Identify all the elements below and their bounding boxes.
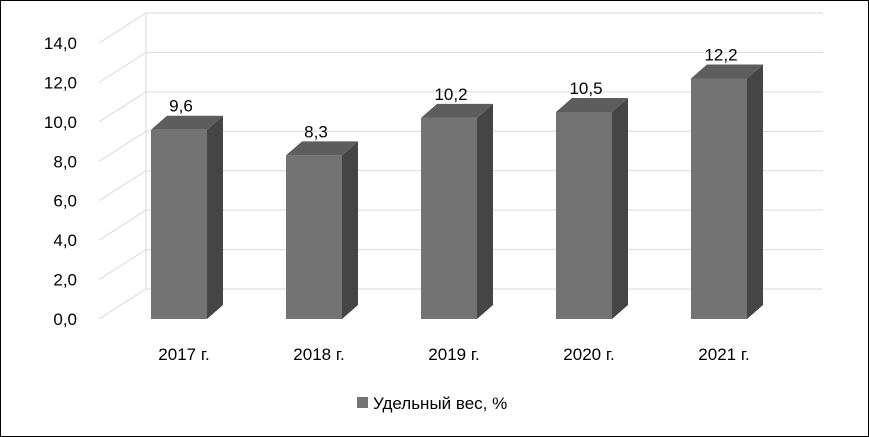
gridline-diagonal [98,249,147,280]
bar-top [556,98,628,112]
gridline-diagonal [98,52,147,83]
gridline-diagonal [98,91,147,123]
legend-label: Удельный вес, % [373,394,507,413]
bar-side [342,141,358,319]
bar-front [421,117,477,320]
bar-front [556,112,612,319]
x-tick-label: 2018 г. [293,345,344,364]
gridline-diagonal [98,12,147,44]
x-tick-label: 2017 г. [158,345,209,364]
bar-front [691,78,747,319]
data-labels: 9,6 8,3 10,2 10,5 12,2 [169,45,737,141]
x-tick-label: 2021 г. [698,345,749,364]
bar [556,98,628,319]
y-tick-label: 4,0 [53,231,77,250]
y-tick-label: 10,0 [44,113,77,132]
bar-side [207,115,223,319]
y-tick-label: 8,0 [53,152,77,171]
bar-top [691,64,763,79]
legend: Удельный вес, % [357,394,507,413]
bar-top [286,141,358,156]
y-tick-label: 6,0 [53,192,77,211]
x-tick-label: 2019 г. [428,345,479,364]
y-tick-label: 0,0 [53,310,77,329]
bars [151,64,763,320]
data-label: 12,2 [704,45,737,64]
bar-top [421,103,493,118]
bar-top [151,115,223,130]
bar [691,64,763,319]
bar-front [286,155,342,319]
gridline-diagonal [98,209,147,241]
bar-front [151,129,207,319]
data-label: 10,2 [434,85,467,104]
y-tick-label: 14,0 [44,34,77,53]
data-label: 10,5 [569,79,602,98]
bar-side [477,103,493,320]
x-axis-tick-labels: 2017 г. 2018 г. 2019 г. 2020 г. 2021 г. [158,345,749,364]
bar-side [747,64,763,319]
x-tick-label: 2020 г. [563,345,614,364]
bar [421,103,493,320]
y-tick-label: 2,0 [53,271,77,290]
data-label: 8,3 [304,122,328,141]
y-tick-label: 12,0 [44,73,77,92]
bar [151,115,223,319]
gridline-diagonal [98,288,147,320]
bar-side [612,98,628,319]
y-axis-tick-labels: 0,0 2,0 4,0 6,0 8,0 10,0 12,0 14,0 [44,34,77,329]
bar [286,141,358,319]
data-label: 9,6 [169,97,193,116]
legend-swatch [357,397,368,408]
gridline-diagonal [98,170,147,202]
gridline-diagonal [98,130,147,162]
